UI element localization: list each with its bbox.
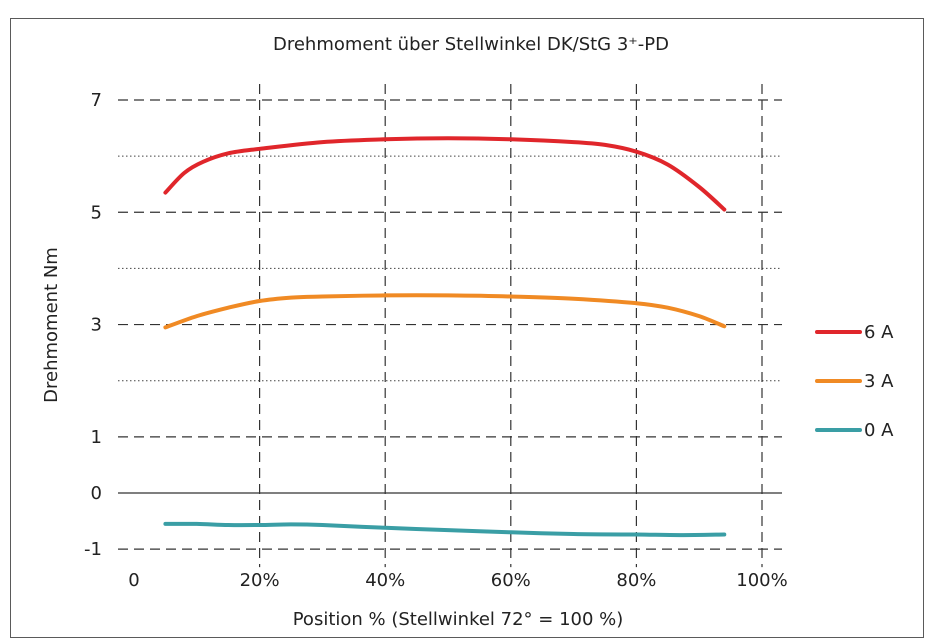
series-lines (163, 136, 727, 538)
x-tick-label: 60% (491, 570, 531, 591)
y-tick-label: -1 (84, 539, 102, 560)
x-tick-label: 100% (736, 570, 787, 591)
series-line-6a (163, 136, 727, 212)
y-tick-label: 5 (91, 202, 102, 223)
legend-label: 6 A (864, 322, 894, 343)
y-tick-label: 0 (91, 483, 102, 504)
legend-label: 0 A (864, 420, 894, 441)
legend: 6 A 3 A 0 A (815, 322, 894, 441)
x-tick-label: 40% (365, 570, 405, 591)
y-tick-label: 3 (91, 315, 102, 336)
x-axis-label: Position % (Stellwinkel 72° = 100 %) (293, 609, 624, 630)
chart-frame (10, 18, 924, 638)
series-line-3a (163, 293, 727, 330)
series-line-0a (163, 521, 727, 538)
y-tick-label: 7 (91, 90, 102, 111)
chart-title: Drehmoment über Stellwinkel DK/StG 3⁺-PD (273, 34, 669, 55)
x-tick-label: 0 (128, 570, 139, 591)
tick-labels: -1 0 1 3 5 7 0 20% 40% 60% 80% 100% (84, 90, 788, 591)
grid-lines (118, 84, 782, 568)
legend-label: 3 A (864, 371, 894, 392)
y-tick-label: 1 (91, 427, 102, 448)
x-tick-label: 20% (240, 570, 280, 591)
x-tick-label: 80% (616, 570, 656, 591)
y-axis-label: Drehmoment Nm (41, 247, 62, 403)
